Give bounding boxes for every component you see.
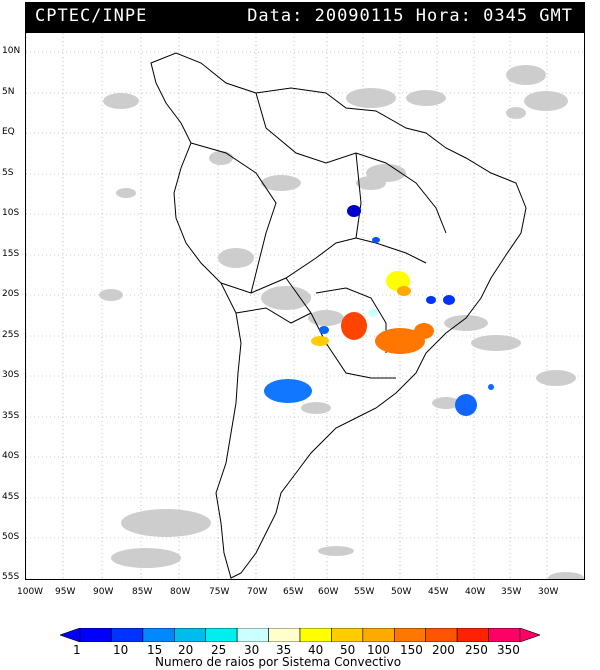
map-header: CPTEC/INPE Data: 20090115 Hora: 0345 GMT [25,2,585,32]
header-brand: CPTEC/INPE [35,6,148,26]
lon-label: 70W [247,587,268,597]
colorbar-segment [331,628,364,642]
colorbar-label: 50 [340,643,356,657]
colorbar-segment [393,628,427,642]
colorbar-segment [236,628,269,642]
cell-orange-19s [397,286,411,296]
colorbar-label: 350 [497,643,520,657]
colorbar-label: 35 [276,643,292,657]
cell-blue-10s [347,205,361,217]
colorbar-segment [173,628,207,642]
lon-label: 60W [318,587,339,597]
lon-label: 65W [283,587,304,597]
header-timestamp: Data: 20090115 Hora: 0345 GMT [247,6,573,26]
lat-label: 40S [2,451,20,461]
cell-blue-35s [455,394,477,416]
colorbar-label: 20 [178,643,194,657]
lat-label: 55S [2,572,20,582]
lat-label: 45S [2,492,20,502]
graticule [26,33,584,579]
lon-label: 35W [501,587,522,597]
colorbar-label: 40 [308,643,324,657]
map-canvas [26,33,584,579]
colorbar-label: 250 [465,643,488,657]
colorbar-segment [425,628,458,642]
lon-label: 85W [132,587,153,597]
cell-orange-25s [375,328,425,354]
lon-label: 55W [354,587,375,597]
cell-red-24s [341,312,367,340]
colorbar-label: 1 [73,643,81,657]
lat-label: 50S [2,532,20,542]
cell-blue-32s-small [488,384,494,390]
cloud-cover [99,65,584,579]
colorbar-label: 25 [211,643,227,657]
lat-label: 5S [2,168,14,178]
lon-label: 40W [465,587,486,597]
coastline [150,52,527,579]
colorbar-label: 30 [244,643,260,657]
colorbar-title: Numero de raios por Sistema Convectivo [155,655,402,669]
lon-label: 100W [17,587,44,597]
lat-label: EQ [2,127,15,137]
colorbar-arrow-right [519,628,540,642]
colorbar-segment [488,628,521,642]
colorbar-segment [268,628,301,642]
cell-blue-25s [319,326,329,334]
lon-label: 75W [209,587,230,597]
convective-systems [264,205,494,416]
lat-label: 5N [2,87,15,97]
colorbar-arrow-left [60,628,81,642]
cell-yellow-26s [311,336,329,346]
colorbar-label: 100 [367,643,390,657]
lon-label: 50W [391,587,412,597]
lat-label: 10S [2,208,20,218]
lat-label: 35S [2,411,20,421]
map-frame [25,32,585,580]
lon-label: 80W [170,587,191,597]
cell-blue-20s [443,295,455,305]
lon-label: 90W [93,587,114,597]
colorbar-segment [142,628,175,642]
lon-label: 95W [55,587,76,597]
colorbar-segment [111,628,144,642]
lat-label: 10N [2,46,21,56]
cell-blue-19s [426,296,436,304]
lon-label: 30W [538,587,559,597]
lat-label: 25S [2,330,20,340]
cell-orange-24s [414,323,434,339]
colorbar-segment [299,628,332,642]
colorbar-label: 15 [147,643,163,657]
colorbar-label: 10 [113,643,129,657]
colorbar [60,628,540,642]
colorbar-label: 200 [432,643,455,657]
cell-blue-14s [372,237,380,243]
cell-light-23s [368,309,378,317]
cell-blue-32s [264,379,312,403]
colorbar-segment [79,628,112,642]
lat-label: 15S [2,249,20,259]
lat-label: 30S [2,370,20,380]
lon-label: 45W [428,587,449,597]
colorbar-segment [362,628,395,642]
colorbar-segment [456,628,489,642]
lat-label: 20S [2,289,20,299]
colorbar-label: 150 [400,643,423,657]
colorbar-segment [205,628,238,642]
